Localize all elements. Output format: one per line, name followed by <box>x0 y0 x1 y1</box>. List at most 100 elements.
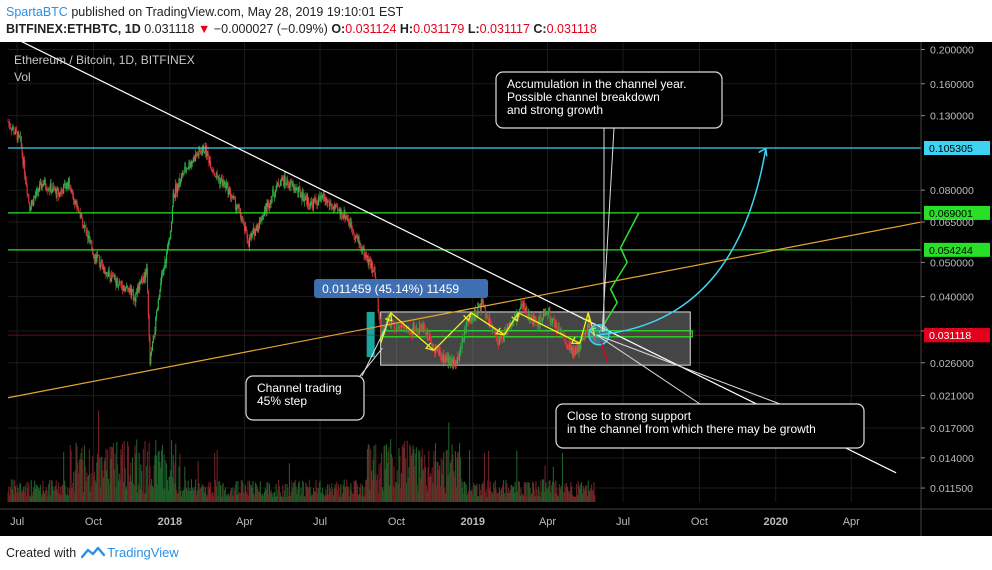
volume-bar-321 <box>273 491 276 502</box>
volume-bar-237 <box>204 492 206 502</box>
candle-body-382 <box>324 198 326 202</box>
candle-body-82 <box>75 200 77 202</box>
candle-body-385 <box>327 201 329 203</box>
price-chart[interactable]: 0.011459 (45.14%) 11459 Accumulation in t… <box>0 42 992 536</box>
volume-bar-80 <box>73 492 75 502</box>
candle-body-530 <box>447 357 449 365</box>
candle-body-465 <box>393 321 395 329</box>
candle-body-700 <box>588 323 590 328</box>
volume-bar-657 <box>552 466 554 502</box>
volume-bar-258 <box>221 485 223 502</box>
candle-body-374 <box>317 196 320 206</box>
volume-bar-235 <box>202 487 204 502</box>
volume-bar-149 <box>131 481 133 502</box>
price-tick-label-0: 0.200000 <box>930 44 974 56</box>
volume-bar-391 <box>332 489 334 502</box>
candle-body-180 <box>156 309 158 312</box>
candle-body-692 <box>581 337 583 340</box>
volume-bar-505 <box>426 491 428 502</box>
candle-body-501 <box>423 323 425 325</box>
candle-body-159 <box>139 282 141 286</box>
drawing-lines <box>7 42 922 474</box>
candle-body-260 <box>223 180 225 185</box>
volume-bar-529 <box>446 450 448 502</box>
candle-body-685 <box>576 346 578 353</box>
candle-body-698 <box>586 324 588 331</box>
candle-body-51 <box>49 183 51 191</box>
candle-body-64 <box>60 190 62 195</box>
candle-body-303 <box>258 218 261 228</box>
candle-body-436 <box>369 258 371 260</box>
candle-body-227 <box>195 153 198 156</box>
candle-body-28 <box>30 203 32 210</box>
volume-bar-329 <box>280 496 282 502</box>
price-tick-label-1: 0.160000 <box>930 79 974 91</box>
volume-bar-299 <box>255 484 257 502</box>
candle-body-642 <box>540 314 542 319</box>
volume-bar-481 <box>406 440 408 502</box>
candle-body-398 <box>337 210 339 212</box>
candle-body-118 <box>105 272 107 274</box>
annotation-text-2-1: in the channel from which there may be g… <box>567 422 816 436</box>
volume-bar-289 <box>247 480 249 502</box>
candle-body-477 <box>403 325 405 328</box>
candle-body-696 <box>585 329 587 338</box>
volume-bar-390 <box>331 483 333 502</box>
volume-bar-67 <box>63 451 65 502</box>
candle-body-166 <box>145 273 147 278</box>
volume-bar-673 <box>566 482 568 502</box>
volume-bar-339 <box>288 463 290 502</box>
volume-bar-616 <box>518 481 520 502</box>
candle-body-546 <box>460 347 462 349</box>
candle-body-201 <box>174 195 176 198</box>
volume-bar-574 <box>483 453 486 502</box>
volume-bar-157 <box>137 484 139 502</box>
volume-bar-120 <box>107 449 109 502</box>
volume-bar-482 <box>407 478 409 502</box>
ohlc-bar: BITFINEX:ETHBTC, 1D 0.031118 ▼ −0.000027… <box>6 22 597 36</box>
volume-bar-173 <box>151 479 153 502</box>
volume-bar-541 <box>456 457 458 502</box>
candle-body-395 <box>335 204 337 206</box>
candle-body-184 <box>160 282 162 290</box>
annotation-pointer-1-1 <box>361 324 388 377</box>
volume-bar-431 <box>365 480 367 502</box>
candle-body-42 <box>42 184 44 186</box>
volume-bar-494 <box>417 491 419 502</box>
volume-bar-487 <box>411 453 413 502</box>
candle-body-653 <box>549 310 551 323</box>
volume-bars <box>7 410 596 502</box>
time-tick-label-7: Apr <box>539 516 556 528</box>
volume-bar-660 <box>555 480 557 502</box>
candle-body-247 <box>212 169 214 173</box>
candle-body-229 <box>197 154 199 156</box>
candle-body-356 <box>302 192 305 202</box>
zigzag-segment-5 <box>518 312 581 344</box>
candle-body-673 <box>566 342 568 347</box>
candle-body-335 <box>285 183 287 185</box>
candle-body-307 <box>262 214 264 220</box>
candle-body-583 <box>491 325 493 330</box>
candle-body-547 <box>461 342 463 349</box>
volume-bar-414 <box>351 490 353 502</box>
open-label: O: <box>331 22 346 36</box>
candle-body-334 <box>284 176 286 184</box>
author-link[interactable]: SpartaBTC <box>6 5 68 19</box>
candle-body-53 <box>51 190 53 193</box>
candle-body-207 <box>179 177 181 184</box>
volume-bar-187 <box>162 489 164 502</box>
candle-body-654 <box>550 318 552 323</box>
volume-bar-72 <box>67 487 69 502</box>
volume-bar-677 <box>569 491 571 502</box>
zigzag-arrowhead-5 <box>570 336 580 345</box>
tradingview-brand[interactable]: TradingView <box>107 545 179 560</box>
volume-bar-101 <box>91 485 93 502</box>
candle-body-637 <box>536 319 538 322</box>
candle-body-360 <box>306 194 308 205</box>
level-price-tag-2 <box>924 242 990 257</box>
volume-bar-451 <box>381 487 383 502</box>
candle-body-481 <box>406 327 408 330</box>
volume-bar-635 <box>534 496 536 502</box>
volume-bar-610 <box>513 493 515 502</box>
volume-bar-127 <box>112 443 115 502</box>
